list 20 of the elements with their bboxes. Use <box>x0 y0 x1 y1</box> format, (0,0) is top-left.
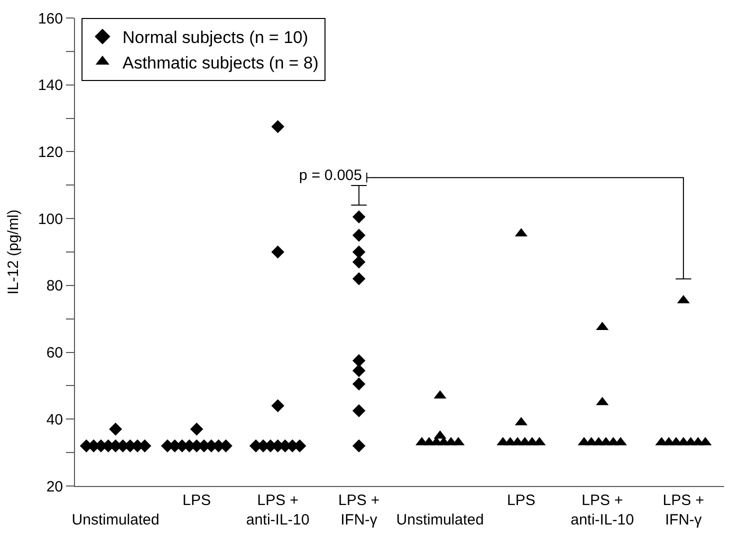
y-tick-label: 100 <box>38 210 63 228</box>
legend-label: Asthmatic subjects (n = 8) <box>122 53 319 72</box>
legend-label: Normal subjects (n = 10) <box>122 28 308 48</box>
y-tick-label: 80 <box>46 278 63 295</box>
x-tick-label: LPS <box>507 492 536 509</box>
x-tick-label: LPS <box>182 492 211 509</box>
x-tick-label: LPS + IFN-γ <box>338 492 380 528</box>
y-tick-label: 160 <box>38 10 63 28</box>
y-tick-label: 40 <box>46 411 63 428</box>
x-tick-label: LPS + anti-IL-10 <box>570 492 634 528</box>
annotation: p = 0.005 <box>299 167 362 184</box>
y-tick-label: 120 <box>38 144 63 161</box>
x-tick-label: Unstimulated <box>72 512 160 528</box>
x-tick-label: LPS + IFN-γ <box>662 492 704 528</box>
x-tick-label: LPS + anti-IL-10 <box>246 492 310 528</box>
y-tick-label: 140 <box>38 77 63 94</box>
y-tick-label: 20 <box>46 478 63 496</box>
x-tick-label: Unstimulated <box>396 512 484 528</box>
y-tick-label: 60 <box>46 344 63 362</box>
y-axis-title: IL-12 (pg/ml) <box>5 209 22 295</box>
